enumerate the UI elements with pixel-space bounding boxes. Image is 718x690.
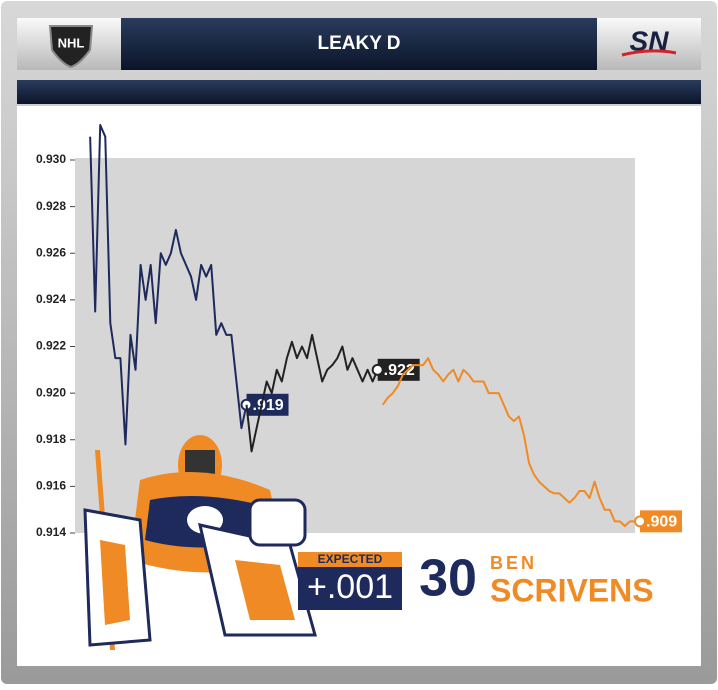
y-tick-label: 0.916: [36, 479, 66, 493]
end-label: .909: [646, 514, 677, 531]
logo-box: [597, 18, 701, 70]
y-tick-label: 0.924: [36, 292, 66, 306]
title: LEAKY D: [317, 33, 400, 54]
last-name: SCRIVENS: [490, 572, 654, 608]
chart: 0.914 0.916 0.918 0.920 0.922 0.924 0.926 0.928…: [36, 124, 682, 539]
series-line: [381, 357, 640, 528]
expected-value: +.001: [307, 568, 393, 606]
jersey-number: 30: [419, 550, 477, 608]
y-tick-label: 0.928: [36, 199, 66, 213]
end-label-box: [377, 358, 420, 381]
end-marker: [371, 363, 384, 376]
plot-area: [75, 158, 635, 533]
series-line: [245, 333, 379, 453]
end-label-box: [640, 510, 682, 533]
end-marker: [634, 515, 646, 528]
y-tick-label: 0.920: [36, 385, 66, 399]
expected-label: EXPECTED: [318, 552, 383, 566]
end-label: .919: [253, 397, 284, 414]
first-name: BEN: [490, 553, 537, 573]
expected-band: [298, 552, 402, 567]
sub-bar: [17, 80, 701, 104]
y-tick-label: 0.922: [36, 339, 66, 353]
end-label-box: [246, 393, 289, 416]
y-tick-label: 0.914: [36, 525, 66, 539]
sn-swoosh: [621, 49, 677, 57]
y-tick-label: 0.930: [36, 152, 66, 166]
nhl-shield: [48, 25, 94, 69]
y-tick-label: 0.918: [36, 432, 66, 446]
goalie: [83, 435, 317, 650]
nhl-logo: NHL: [58, 35, 85, 50]
end-label: .922: [384, 362, 415, 379]
y-tick-label: 0.926: [36, 245, 66, 259]
series-line: [89, 124, 248, 446]
header-bar: [17, 18, 701, 70]
